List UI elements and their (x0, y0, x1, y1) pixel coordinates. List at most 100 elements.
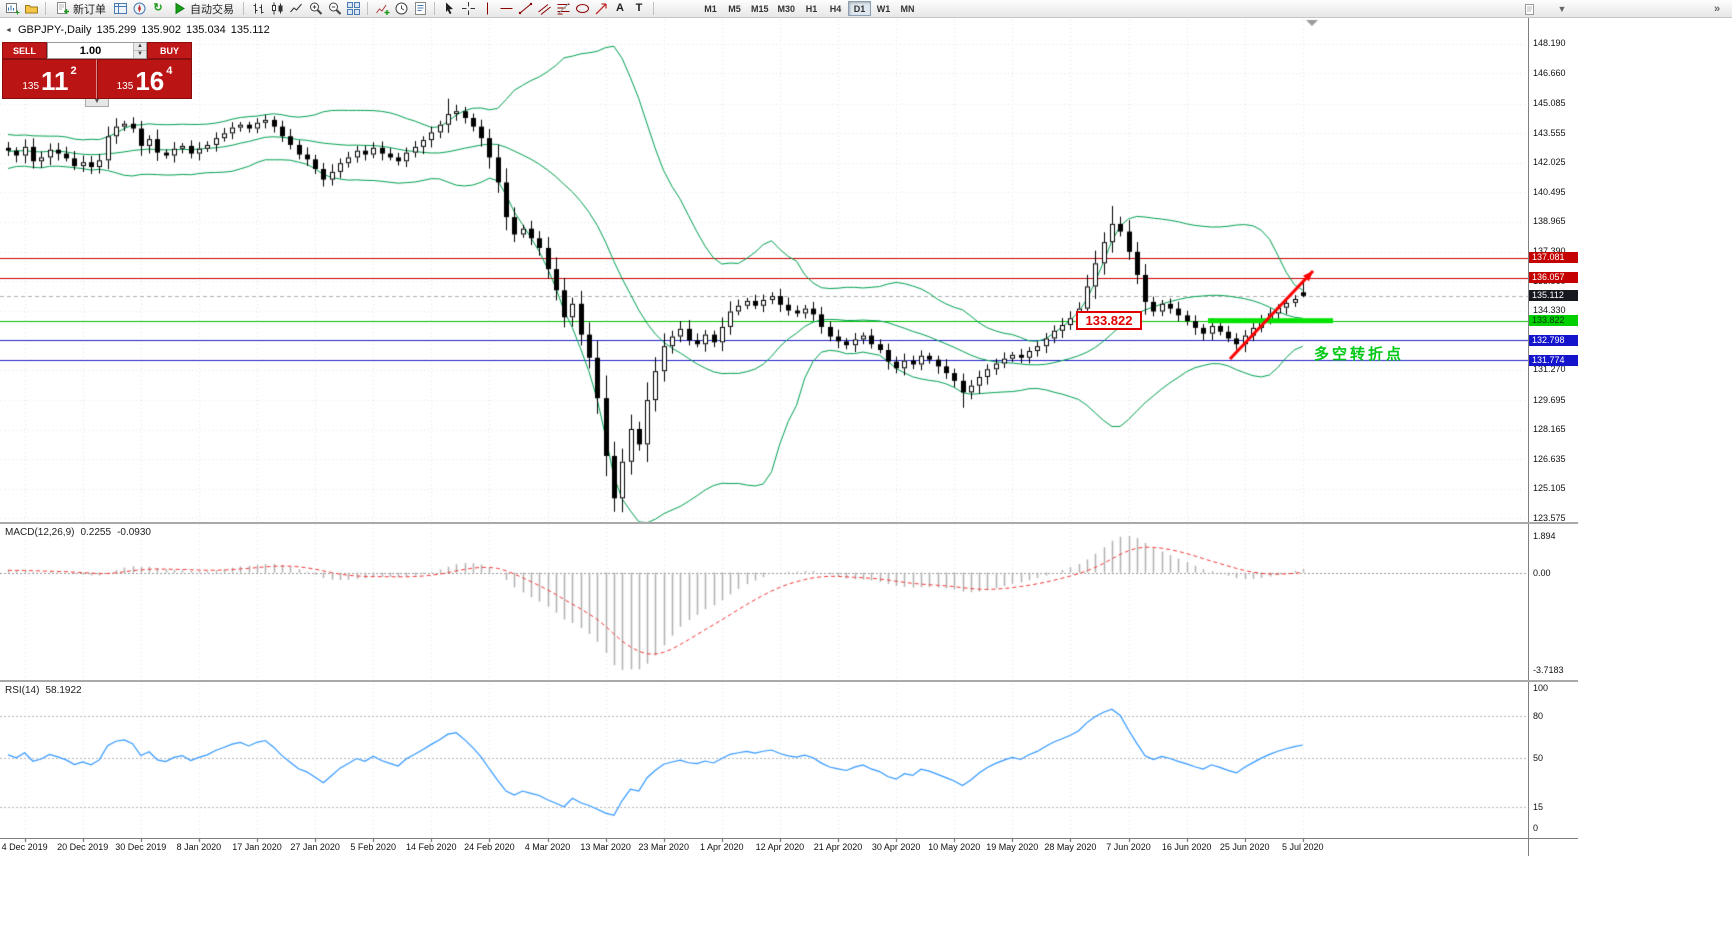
price-tick-label: 143.555 (1533, 127, 1566, 138)
trendline-button[interactable] (516, 1, 534, 17)
timeframe-d1-button[interactable]: D1 (848, 1, 872, 16)
open-value: 135.299 (96, 24, 137, 36)
time-axis-label: 30 Dec 2019 (115, 842, 167, 852)
sell-price-button[interactable]: 135 11 2 (2, 59, 97, 99)
new-order-icon (57, 2, 69, 14)
time-scale-border (0, 838, 1578, 839)
time-axis-label: 4 Mar 2020 (524, 842, 571, 852)
timeframe-w1-button[interactable]: W1 (872, 1, 895, 16)
new-chart-button[interactable] (3, 1, 21, 17)
bar-chart-icon (253, 3, 263, 14)
toolbar-separator (367, 2, 368, 15)
periods-button[interactable] (392, 1, 410, 17)
toolbar: 新订单 ↻ 自动交易 (0, 0, 1732, 18)
new-order-button[interactable]: 新订单 (51, 1, 110, 17)
indicators-button[interactable] (373, 1, 391, 17)
toolbar-overflow-button[interactable]: » (1708, 1, 1726, 17)
cursor-button[interactable] (440, 1, 458, 17)
price-tick-label: 128.165 (1533, 424, 1566, 435)
price-tick-label: 126.635 (1533, 453, 1566, 464)
zoom-out-button[interactable] (325, 1, 343, 17)
sell-price-prefix: 135 (22, 81, 40, 92)
fibonacci-icon (557, 2, 569, 15)
autotrading-button[interactable]: 自动交易 (168, 1, 238, 17)
text-icon: A (616, 2, 624, 14)
time-axis-label: 5 Jul 2020 (1282, 842, 1324, 852)
trendline-icon (518, 2, 532, 15)
timeframe-m30-button[interactable]: M30 (774, 1, 800, 16)
toolbar-float-button-2[interactable]: ▼ (1553, 1, 1571, 17)
folder-icon (24, 5, 38, 14)
volume-input[interactable] (48, 43, 133, 58)
macd-axis-max-label: 1.894 (1533, 531, 1556, 541)
zoom-in-button[interactable] (306, 1, 324, 17)
line-chart-button[interactable] (287, 1, 305, 17)
price-marker-137-081: 137.081 (1529, 252, 1578, 264)
text-button[interactable]: A (611, 1, 629, 17)
toolbar-separator (45, 2, 46, 15)
vertical-line-button[interactable] (478, 1, 496, 17)
bar-chart-button[interactable] (249, 1, 267, 17)
text-label-button[interactable]: T (630, 1, 648, 17)
ellipse-icon (575, 4, 589, 13)
document-icon (1524, 3, 1534, 15)
horizontal-line-button[interactable] (497, 1, 515, 17)
rsi-axis-label: 15 (1533, 802, 1544, 812)
time-axis-label: 17 Jan 2020 (232, 842, 282, 852)
support-price-label[interactable]: 133.822 (1076, 311, 1142, 330)
market-watch-icon (113, 3, 127, 14)
candlestick-icon (271, 2, 282, 15)
templates-button[interactable] (411, 1, 429, 17)
time-scale[interactable]: 4 Dec 2019 20 Dec 2019 30 Dec 2019 8 Jan 20… (0, 841, 1578, 856)
timeframe-h1-button[interactable]: H1 (800, 1, 823, 16)
price-tick-label: 140.495 (1533, 186, 1566, 197)
toolbar-float-button-1[interactable] (1520, 1, 1538, 17)
timeframe-m5-button[interactable]: M5 (723, 1, 746, 16)
price-chart-canvas[interactable] (0, 18, 1528, 856)
channel-button[interactable] (535, 1, 553, 17)
rsi-name: RSI(14) (5, 685, 40, 696)
one-click-collapse-toggle[interactable]: ▼ (85, 98, 109, 107)
macd-name: MACD(12,26,9) (5, 527, 75, 538)
profiles-button[interactable] (22, 1, 40, 17)
navigator-button[interactable] (130, 1, 148, 17)
price-scale[interactable]: 148.190 146.660 145.085 143.555 142.025 140.4… (1529, 18, 1578, 856)
time-axis-label: 5 Feb 2020 (350, 842, 396, 852)
new-order-label: 新订单 (73, 3, 106, 16)
turning-point-note[interactable]: 多空转折点 (1314, 346, 1405, 363)
fibonacci-button[interactable] (554, 1, 572, 17)
volume-down-button[interactable]: ▼ (134, 51, 146, 58)
panel-separator-macd[interactable] (0, 522, 1578, 524)
price-tick-label: 138.965 (1533, 216, 1566, 227)
buy-price-button[interactable]: 135 16 4 (97, 59, 192, 99)
shapes-button[interactable] (573, 1, 591, 17)
crosshair-button[interactable] (459, 1, 477, 17)
sell-button[interactable]: SELL (2, 42, 47, 59)
panel-separator-rsi[interactable] (0, 680, 1578, 682)
tile-windows-button[interactable] (344, 1, 362, 17)
new-chart-icon (5, 3, 19, 15)
candlestick-button[interactable] (268, 1, 286, 17)
compass-icon (133, 2, 145, 15)
refresh-button[interactable]: ↻ (149, 1, 167, 17)
timeframe-group: M1 M5 M15 M30 H1 H4 D1 W1 MN (699, 1, 919, 16)
timeframe-mn-button[interactable]: MN (896, 1, 919, 16)
refresh-icon: ↻ (153, 2, 163, 14)
high-value: 135.902 (141, 24, 182, 36)
timeframe-m1-button[interactable]: M1 (699, 1, 722, 16)
buy-button[interactable]: BUY (147, 42, 192, 59)
timeframe-h4-button[interactable]: H4 (824, 1, 847, 16)
time-axis-label: 1 Apr 2020 (700, 842, 744, 852)
zoom-in-icon (309, 2, 322, 15)
timeframe-m15-button[interactable]: M15 (747, 1, 773, 16)
arrows-button[interactable] (592, 1, 610, 17)
clock-icon (395, 2, 407, 15)
price-tick-label: 129.695 (1533, 394, 1566, 405)
time-axis-label: 8 Jan 2020 (176, 842, 222, 852)
collapse-icon[interactable]: ◄ (5, 26, 12, 34)
market-watch-button[interactable] (111, 1, 129, 17)
volume-up-button[interactable]: ▲ (134, 43, 146, 51)
low-value: 135.034 (186, 24, 226, 36)
chart-title: ◄ GBPJPY-,Daily 135.299 135.902 135.034 … (5, 24, 270, 36)
